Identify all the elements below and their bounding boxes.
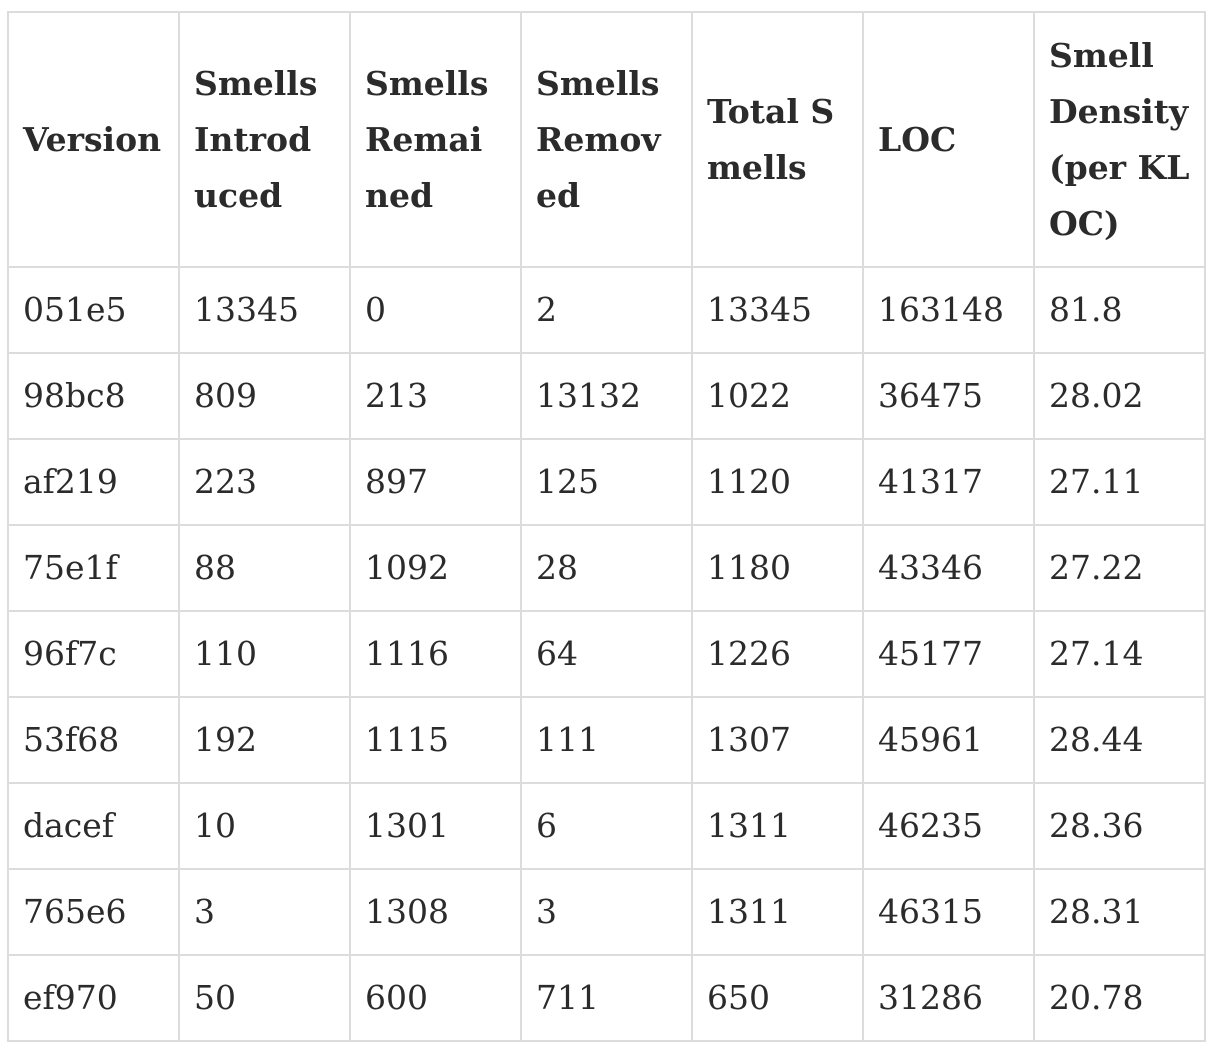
- cell-smells-removed: 711: [520, 954, 693, 1042]
- cell-loc: 36475: [862, 352, 1035, 440]
- cell-version: 96f7c: [7, 610, 180, 698]
- cell-smells-remained: 1092: [349, 524, 522, 612]
- table-row: 98bc8 809 213 13132 1022 36475 28.02: [7, 352, 1206, 440]
- cell-smells-introduced: 809: [178, 352, 351, 440]
- code-smells-table: Version Smells Introduced Smells Remaine…: [7, 11, 1206, 1042]
- cell-smells-introduced: 88: [178, 524, 351, 612]
- header-smells-removed: Smells Removed: [520, 11, 693, 268]
- cell-smell-density: 27.22: [1033, 524, 1206, 612]
- cell-smells-introduced: 50: [178, 954, 351, 1042]
- table-row: af219 223 897 125 1120 41317 27.11: [7, 438, 1206, 526]
- cell-smell-density: 27.14: [1033, 610, 1206, 698]
- header-smells-introduced: Smells Introduced: [178, 11, 351, 268]
- header-loc: LOC: [862, 11, 1035, 268]
- header-total-smells: Total Smells: [691, 11, 864, 268]
- cell-smell-density: 28.36: [1033, 782, 1206, 870]
- cell-smells-removed: 6: [520, 782, 693, 870]
- cell-total-smells: 1022: [691, 352, 864, 440]
- cell-smell-density: 27.11: [1033, 438, 1206, 526]
- cell-version: 765e6: [7, 868, 180, 956]
- cell-smells-removed: 64: [520, 610, 693, 698]
- cell-smells-remained: 897: [349, 438, 522, 526]
- cell-total-smells: 1120: [691, 438, 864, 526]
- code-smells-table-container: Version Smells Introduced Smells Remaine…: [7, 11, 1206, 1042]
- cell-version: ef970: [7, 954, 180, 1042]
- table-row: 765e6 3 1308 3 1311 46315 28.31: [7, 868, 1206, 956]
- cell-total-smells: 1180: [691, 524, 864, 612]
- table-row: 75e1f 88 1092 28 1180 43346 27.22: [7, 524, 1206, 612]
- cell-smells-introduced: 3: [178, 868, 351, 956]
- cell-smell-density: 28.44: [1033, 696, 1206, 784]
- cell-smells-remained: 1301: [349, 782, 522, 870]
- table-row: 53f68 192 1115 111 1307 45961 28.44: [7, 696, 1206, 784]
- cell-smells-remained: 0: [349, 266, 522, 354]
- cell-smells-remained: 600: [349, 954, 522, 1042]
- cell-total-smells: 13345: [691, 266, 864, 354]
- cell-version: af219: [7, 438, 180, 526]
- cell-smells-removed: 28: [520, 524, 693, 612]
- cell-smells-introduced: 110: [178, 610, 351, 698]
- cell-smells-remained: 1308: [349, 868, 522, 956]
- cell-total-smells: 1311: [691, 868, 864, 956]
- cell-version: dacef: [7, 782, 180, 870]
- table-row: dacef 10 1301 6 1311 46235 28.36: [7, 782, 1206, 870]
- cell-smells-removed: 13132: [520, 352, 693, 440]
- cell-smells-remained: 213: [349, 352, 522, 440]
- cell-smell-density: 81.8: [1033, 266, 1206, 354]
- cell-loc: 45177: [862, 610, 1035, 698]
- cell-loc: 45961: [862, 696, 1035, 784]
- cell-loc: 31286: [862, 954, 1035, 1042]
- cell-total-smells: 1307: [691, 696, 864, 784]
- cell-loc: 163148: [862, 266, 1035, 354]
- table-header: Version Smells Introduced Smells Remaine…: [7, 11, 1206, 268]
- cell-version: 75e1f: [7, 524, 180, 612]
- cell-smells-remained: 1115: [349, 696, 522, 784]
- cell-smell-density: 20.78: [1033, 954, 1206, 1042]
- cell-total-smells: 1311: [691, 782, 864, 870]
- cell-version: 051e5: [7, 266, 180, 354]
- cell-version: 53f68: [7, 696, 180, 784]
- cell-smells-removed: 3: [520, 868, 693, 956]
- header-smells-remained: Smells Remained: [349, 11, 522, 268]
- header-row: Version Smells Introduced Smells Remaine…: [7, 11, 1206, 268]
- table-body: 051e5 13345 0 2 13345 163148 81.8 98bc8 …: [7, 266, 1206, 1042]
- cell-smells-removed: 2: [520, 266, 693, 354]
- header-version: Version: [7, 11, 180, 268]
- cell-loc: 43346: [862, 524, 1035, 612]
- cell-total-smells: 650: [691, 954, 864, 1042]
- cell-smells-removed: 125: [520, 438, 693, 526]
- cell-smells-introduced: 192: [178, 696, 351, 784]
- cell-smells-remained: 1116: [349, 610, 522, 698]
- cell-loc: 46315: [862, 868, 1035, 956]
- header-smell-density: Smell Density (per KLOC): [1033, 11, 1206, 268]
- table-row: ef970 50 600 711 650 31286 20.78: [7, 954, 1206, 1042]
- cell-loc: 46235: [862, 782, 1035, 870]
- cell-smells-introduced: 223: [178, 438, 351, 526]
- cell-smells-introduced: 13345: [178, 266, 351, 354]
- cell-smell-density: 28.31: [1033, 868, 1206, 956]
- cell-version: 98bc8: [7, 352, 180, 440]
- table-row: 051e5 13345 0 2 13345 163148 81.8: [7, 266, 1206, 354]
- cell-smell-density: 28.02: [1033, 352, 1206, 440]
- cell-smells-introduced: 10: [178, 782, 351, 870]
- cell-loc: 41317: [862, 438, 1035, 526]
- table-row: 96f7c 110 1116 64 1226 45177 27.14: [7, 610, 1206, 698]
- cell-total-smells: 1226: [691, 610, 864, 698]
- cell-smells-removed: 111: [520, 696, 693, 784]
